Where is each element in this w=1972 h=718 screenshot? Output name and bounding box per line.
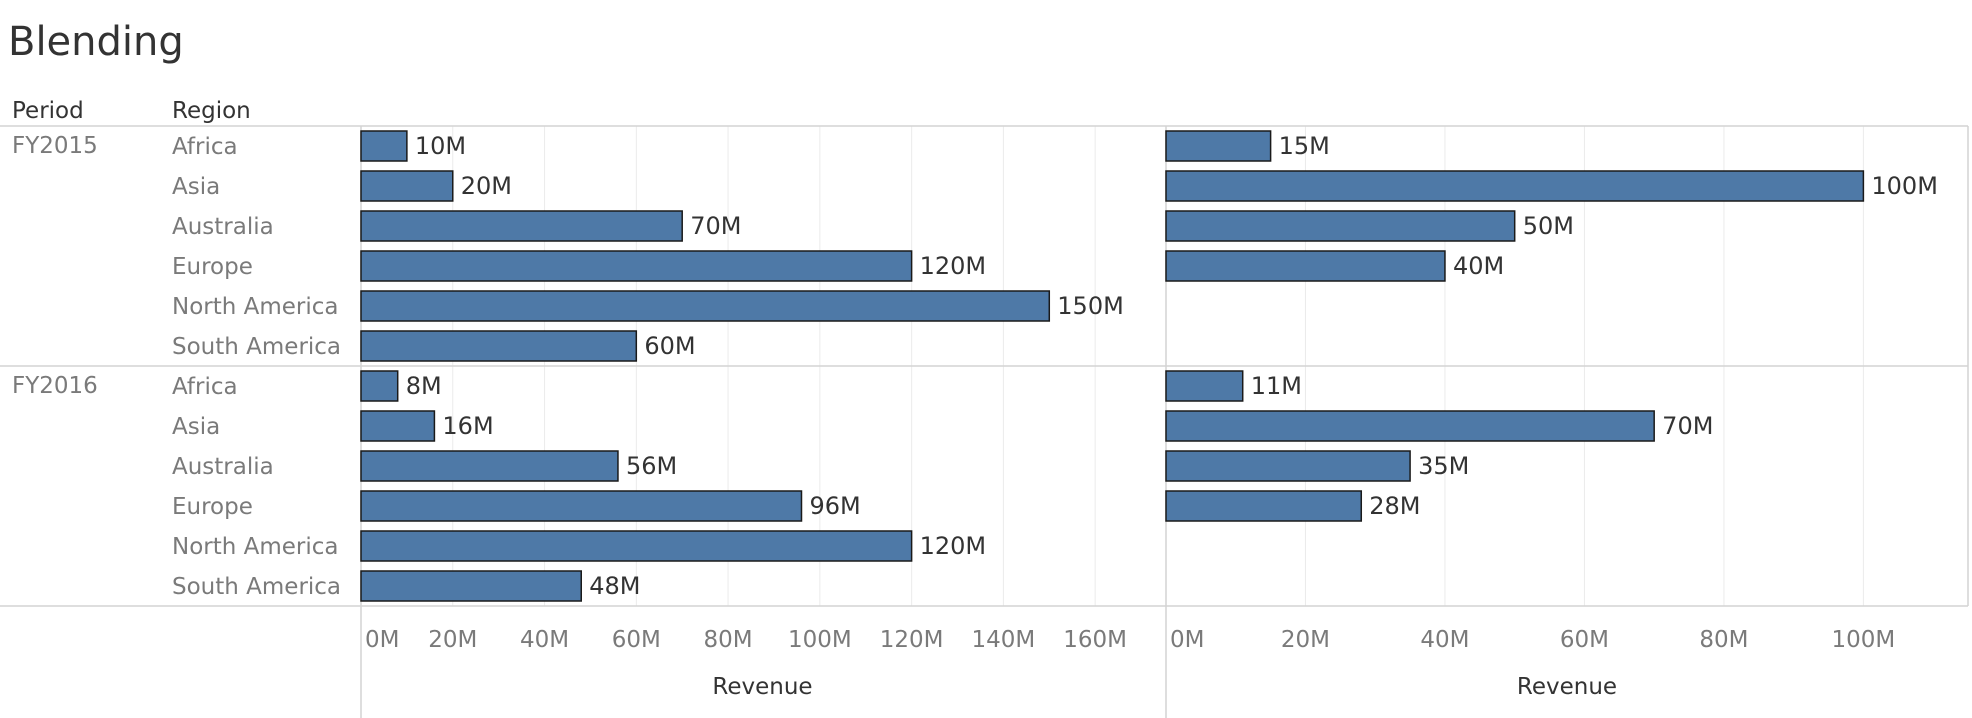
period-header: Period [12,98,84,124]
bar [360,490,803,522]
bar-value-label: 70M [690,212,741,240]
bar [1165,130,1272,162]
bar-value-label: 120M [920,252,987,280]
x-tick-label: 0M [1170,627,1204,653]
bar-value-label: 56M [626,452,677,480]
region-label: South America [172,334,341,360]
bar [1165,370,1244,402]
x-tick-label: 20M [1281,627,1330,653]
bar-value-label: 50M [1523,212,1574,240]
bar-value-label: 28M [1369,492,1420,520]
bar-value-label: 8M [406,372,442,400]
x-tick-label: 100M [1832,627,1896,653]
region-label: Africa [172,134,238,160]
bar-value-label: 10M [415,132,466,160]
bar [1165,210,1516,242]
x-tick-label: 60M [1560,627,1609,653]
period-label: FY2015 [12,133,98,159]
chart-title: Blending [8,19,184,65]
bar-value-label: 20M [461,172,512,200]
bar-value-label: 16M [442,412,493,440]
bar [360,410,436,442]
bar [360,450,619,482]
bar [360,330,638,362]
region-label: Europe [172,254,253,280]
bar [360,170,454,202]
x-axes: 0M 20M 40M 60M 80M 100M 120M 140M 160M Revenue 0M 2… [365,627,1895,700]
x-tick-label: 40M [1420,627,1469,653]
region-label: Asia [172,414,220,440]
bar-value-label: 150M [1057,292,1124,320]
x-tick-label: 40M [520,627,569,653]
x-tick-label: 80M [704,627,753,653]
bar-value-label: 100M [1871,172,1938,200]
region-label: South America [172,574,341,600]
x-tick-label: 60M [612,627,661,653]
bar-value-label: 40M [1453,252,1504,280]
bar-value-label: 60M [644,332,695,360]
x-axis-title: Revenue [712,674,812,700]
bars [360,130,1865,602]
bar [1165,490,1363,522]
x-tick-label: 80M [1699,627,1748,653]
bar-value-label: 48M [589,572,640,600]
bar [360,210,683,242]
bar [360,570,583,602]
bar-labels: 10M 15M 20M 100M 70M 50M 120M 40M 150M 60M 8M 11M 16… [406,132,1938,600]
x-tick-label: 140M [972,627,1036,653]
bar [360,130,408,162]
bar-value-label: 96M [810,492,861,520]
x-tick-label: 0M [365,627,399,653]
region-label: North America [172,534,339,560]
bar-value-label: 35M [1418,452,1469,480]
x-tick-label: 20M [428,627,477,653]
bar [360,290,1051,322]
row-headers: FY2015 Africa Asia Australia Europe North Ame… [12,133,341,600]
bar [1165,170,1865,202]
region-label: Australia [172,454,274,480]
bar-value-label: 15M [1279,132,1330,160]
x-tick-label: 100M [788,627,852,653]
region-label: Australia [172,214,274,240]
bar [1165,250,1446,282]
bar-value-label: 120M [920,532,987,560]
x-axis-title: Revenue [1517,674,1617,700]
region-label: North America [172,294,339,320]
bar [360,530,913,562]
x-tick-label: 120M [880,627,944,653]
bar [1165,410,1655,442]
bar-value-label: 70M [1662,412,1713,440]
x-tick-label: 160M [1063,627,1127,653]
region-label: Africa [172,374,238,400]
period-label: FY2016 [12,373,98,399]
region-header: Region [172,98,251,124]
bar [360,250,913,282]
bar-value-label: 11M [1251,372,1302,400]
bar [1165,450,1411,482]
bar [360,370,399,402]
region-label: Europe [172,494,253,520]
region-label: Asia [172,174,220,200]
